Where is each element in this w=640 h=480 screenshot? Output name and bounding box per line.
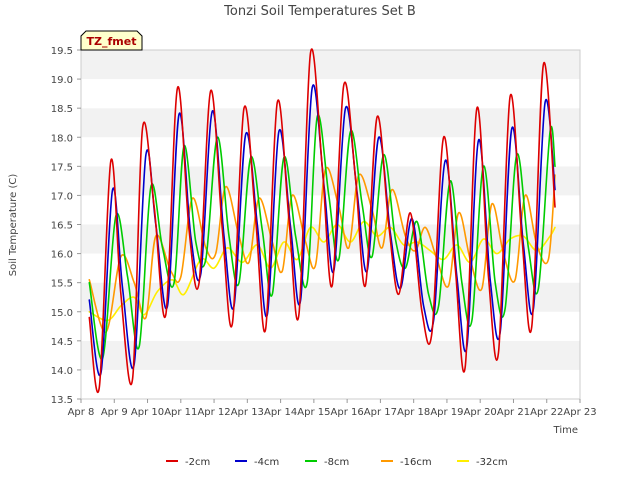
grid-band: [81, 137, 580, 167]
grid-band: [81, 50, 580, 80]
y-tick-label: 15.0: [51, 308, 73, 319]
x-axis-label: Time: [553, 425, 578, 436]
y-tick-label: 15.5: [51, 279, 73, 290]
legend-label: -16cm: [400, 457, 432, 468]
legend-label: -4cm: [254, 457, 279, 468]
badge-shape: [80, 30, 143, 51]
x-tick-label: Apr 18: [397, 407, 430, 418]
grid-bands: [81, 50, 580, 399]
y-tick-label: 19.0: [51, 75, 73, 86]
x-axis-ticks: Apr 8 Apr 9 Apr 10 Apr 11 Apr 12 Apr 13 Apr 14…: [68, 399, 597, 418]
x-tick-label: Apr 20: [464, 407, 497, 418]
grid-band: [81, 340, 580, 370]
grid-band: [81, 166, 580, 196]
x-tick-label: Apr 11: [164, 407, 197, 418]
y-tick-label: 13.5: [51, 395, 73, 406]
y-tick-label: 16.0: [51, 250, 73, 261]
x-tick-label: Apr 14: [264, 407, 297, 418]
grid-band: [81, 369, 580, 399]
x-tick-label: Apr 15: [297, 407, 330, 418]
x-tick-label: Apr 13: [231, 407, 264, 418]
series-line-16cmcm: [88, 166, 556, 333]
station-badge: TZ_fmet: [80, 30, 143, 51]
y-axis-ticks: 13.5 14.0 14.5 15.0 15.5 16.0 16.5 17.0 17.5 18.0…: [51, 46, 81, 406]
y-axis-label: Soil Temperature (C): [8, 174, 19, 277]
chart-title: Tonzi Soil Temperatures Set B: [223, 4, 416, 19]
grid-band: [81, 79, 580, 109]
y-tick-label: 18.0: [51, 133, 73, 144]
y-tick-label: 18.5: [51, 104, 73, 115]
badge-label: TZ_fmet: [87, 35, 137, 48]
x-tick-label: Apr 17: [364, 407, 397, 418]
x-tick-label: Apr 19: [430, 407, 463, 418]
legend: -2cm -4cm -8cm -16cm -32cm: [166, 457, 508, 468]
grid-band: [81, 108, 580, 138]
legend-label: -32cm: [476, 457, 508, 468]
x-tick-label: Apr 12: [197, 407, 230, 418]
x-tick-label: Apr 8: [68, 407, 95, 418]
series-line-2cmcm: [88, 48, 556, 393]
x-tick-label: Apr 22: [530, 407, 563, 418]
x-tick-label: Apr 21: [497, 407, 530, 418]
y-tick-label: 14.5: [51, 337, 73, 348]
series-line-32cmcm: [88, 220, 556, 322]
series-lines: [88, 48, 556, 393]
y-tick-label: 14.0: [51, 366, 73, 377]
y-tick-label: 17.0: [51, 191, 73, 202]
x-tick-label: Apr 16: [331, 407, 364, 418]
y-tick-label: 19.5: [51, 46, 73, 57]
y-tick-label: 17.5: [51, 162, 73, 173]
legend-label: -2cm: [185, 457, 210, 468]
series-line-8cmcm: [88, 114, 556, 361]
legend-label: -8cm: [324, 457, 349, 468]
x-tick-label: Apr 23: [563, 407, 596, 418]
grid-band: [81, 311, 580, 341]
x-tick-label: Apr 10: [131, 407, 164, 418]
x-tick-label: Apr 9: [101, 407, 128, 418]
y-tick-label: 16.5: [51, 221, 73, 232]
